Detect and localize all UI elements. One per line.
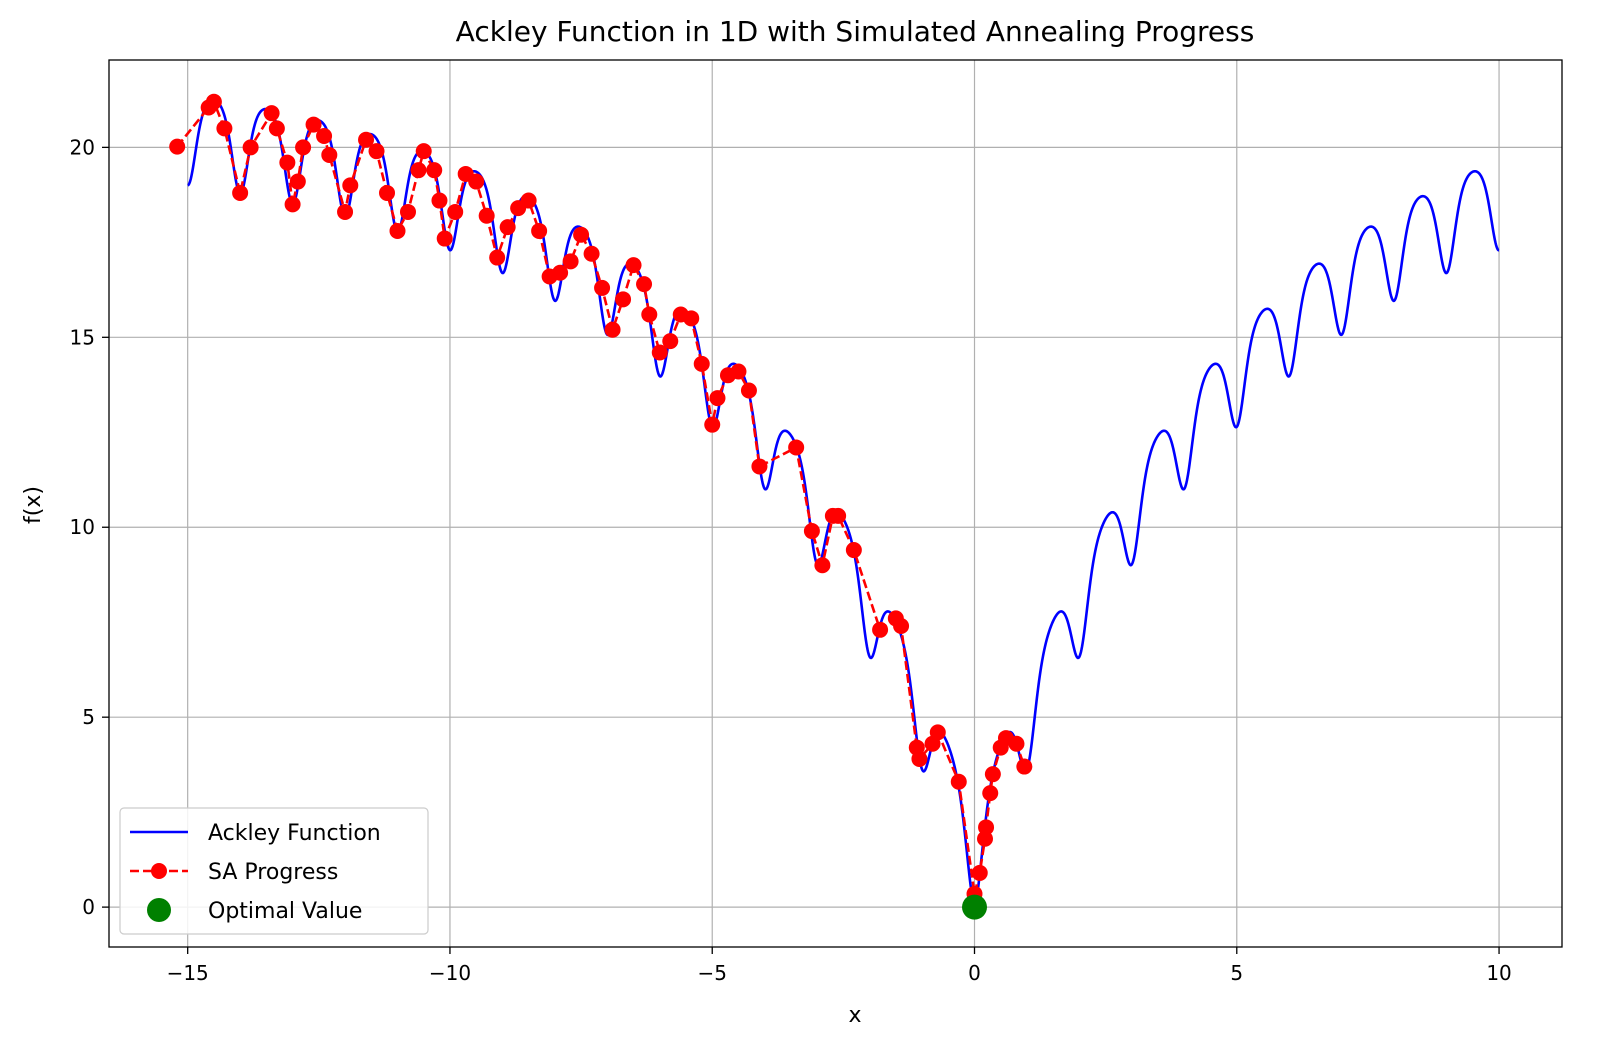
y-tick-label: 10 [70,515,95,539]
sa-progress-point [788,439,805,456]
sa-progress-point [971,864,988,881]
sa-progress-point [814,557,831,574]
sa-progress-point [636,276,653,293]
sa-progress-point [552,264,569,281]
sa-progress-point [730,363,747,380]
sa-progress-point [242,139,259,156]
sa-progress-point [489,249,506,266]
sa-progress-point [911,750,928,767]
sa-progress-point [830,507,847,524]
legend-sa-marker [151,863,167,879]
sa-progress-point [379,184,396,201]
sa-progress-point [1008,735,1025,752]
plot-area [169,93,1500,920]
sa-progress-point [321,146,338,163]
y-tick-label: 15 [70,325,95,349]
y-axis: 0 5 10 15 20 [70,135,109,919]
sa-progress-point [982,785,999,802]
sa-progress-point [604,321,621,338]
sa-progress-point [410,162,427,179]
sa-progress-point [845,542,862,559]
x-tick-label: −10 [429,961,471,985]
sa-progress-point [468,173,485,190]
legend-sa-label: SA Progress [208,860,338,885]
sa-progress-point [662,333,679,350]
sa-progress-point [615,291,632,308]
sa-progress-point [216,120,233,137]
x-tick-label: −15 [167,961,209,985]
sa-progress-point [316,127,333,144]
sa-progress-point [337,203,354,220]
sa-progress-point [399,203,416,220]
chart-title: Ackley Function in 1D with Simulated Ann… [456,15,1255,48]
sa-progress-point [929,724,946,741]
x-tick-label: 5 [1230,961,1243,985]
legend-ackley-label: Ackley Function [208,821,381,846]
sa-progress-point [950,773,967,790]
sa-progress-point [594,279,611,296]
legend-optimal-marker [147,898,171,922]
optimal-value-point [962,894,988,920]
sa-progress-point [431,192,448,209]
sa-progress-point [342,177,359,194]
x-tick-label: 10 [1486,961,1511,985]
sa-progress-point [704,416,721,433]
x-tick-label: 0 [968,961,981,985]
sa-progress-point [984,766,1001,783]
sa-progress-point [205,93,222,110]
sa-progress-point [368,143,385,160]
legend-box [119,807,429,935]
x-tick-label: −5 [697,961,726,985]
axes-frame [108,59,1563,948]
sa-progress-point [740,382,757,399]
sa-progress-point [415,143,432,160]
sa-progress-point [573,226,590,243]
sa-progress-point [562,253,579,270]
sa-progress-point [268,120,285,137]
sa-progress-point [709,390,726,407]
x-axis-label: x [848,1003,861,1028]
sa-progress-point [284,196,301,213]
sa-progress-point [651,344,668,361]
sa-progress-point [583,245,600,262]
sa-progress-point [683,310,700,327]
sa-progress-point [263,105,280,122]
sa-progress-point [751,458,768,475]
sa-progress-point [625,257,642,274]
legend-optimal-label: Optimal Value [208,899,362,924]
sa-progress-point [436,230,453,247]
sa-progress-point [478,207,495,224]
sa-progress-point [531,222,548,239]
sa-progress-point [305,116,322,133]
sa-progress-point [520,192,537,209]
sa-progress-point [426,162,443,179]
sa-progress-point [169,138,186,155]
sa-progress-point [295,139,312,156]
sa-progress-point [389,222,406,239]
series-layer [169,93,1500,920]
sa-progress-point [447,203,464,220]
grid [109,60,1562,947]
sa-progress-point [499,219,516,236]
sa-progress-point [358,131,375,148]
sa-progress-point [893,618,910,635]
sa-progress-point [232,184,249,201]
y-tick-label: 0 [82,895,95,919]
sa-progress-point [289,173,306,190]
legend: Ackley Function SA Progress Optimal Valu… [119,807,429,935]
sa-progress-point [279,154,296,171]
sa-progress-point [1016,758,1033,775]
sa-progress-point [978,819,995,836]
sa-progress-point [803,523,820,540]
x-axis: −15 −10 −5 0 5 10 [167,947,1512,985]
sa-progress-point [641,306,658,323]
y-tick-label: 5 [82,705,95,729]
y-tick-label: 20 [70,135,95,159]
sa-progress-point [872,621,889,638]
y-axis-label: f(x) [21,486,46,524]
sa-progress-point [693,355,710,372]
